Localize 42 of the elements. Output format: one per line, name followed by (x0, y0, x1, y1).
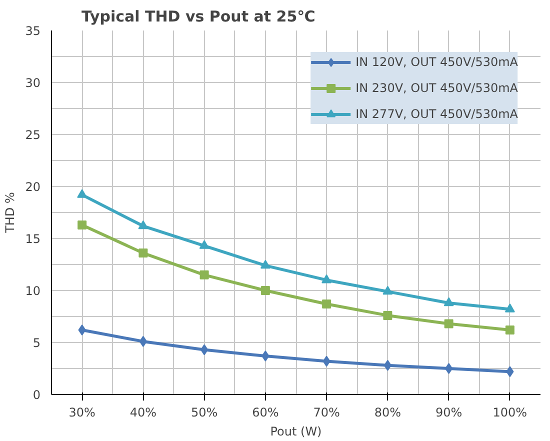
point (260, 260, 270, 269)
y-tick-label: 10 (25, 284, 41, 298)
point (138, 220, 148, 230)
point (260, 286, 270, 295)
x-tick-label: 80% (374, 406, 402, 420)
y-tick-label: 15 (25, 232, 41, 246)
x-tick-label: 70% (313, 406, 340, 420)
y-tick-label: 35 (25, 24, 41, 38)
point (138, 248, 148, 258)
point (382, 286, 393, 295)
x-axis-title: Pout (W) (270, 424, 322, 438)
y-tick-label: 5 (32, 336, 41, 350)
y-axis-title: THD % (3, 192, 18, 234)
point (444, 297, 454, 306)
point (504, 304, 515, 312)
x-tick-label: 50% (190, 406, 218, 420)
legend-label: IN 120V, OUT 450V/530mA (356, 55, 518, 69)
chart-title: Typical THD vs Pout at 25℃ (82, 8, 316, 26)
y-tick-label: 20 (25, 180, 41, 194)
point (383, 310, 392, 320)
point (322, 274, 332, 284)
point (322, 300, 332, 309)
point (199, 240, 210, 249)
y-tick-label: 30 (25, 76, 41, 90)
point (200, 344, 208, 356)
point (384, 360, 392, 371)
y-tick-label: 25 (25, 128, 41, 142)
x-tick-label: 90% (435, 406, 462, 420)
x-tick-label: 100% (492, 406, 528, 420)
point (77, 189, 88, 198)
point (200, 270, 209, 280)
point (444, 363, 453, 374)
legend-label: IN 230V, OUT 450V/530mA (356, 81, 518, 95)
point (505, 326, 514, 335)
x-tick-label: 30% (68, 406, 96, 420)
point (139, 336, 148, 347)
x-tick-label: 40% (130, 406, 157, 420)
point (444, 319, 454, 328)
x-tick-label: 60% (252, 406, 279, 420)
legend-label: IN 277V, OUT 450V/530mA (356, 107, 518, 121)
point (78, 220, 87, 230)
y-tick-label: 0 (32, 388, 41, 402)
